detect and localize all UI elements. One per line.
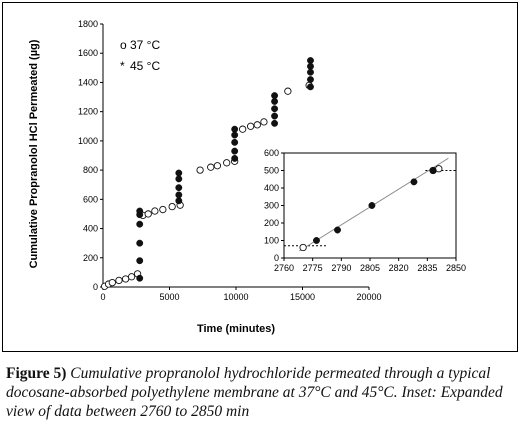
figure-caption: Figure 5) Cumulative propranolol hydroch… — [6, 364, 516, 421]
main-y-tick-label: 200 — [83, 253, 98, 263]
main-point-45c — [175, 197, 183, 205]
main-point-45c — [307, 57, 314, 64]
inset-point-37c — [435, 165, 443, 173]
main-y-tick-label: 0 — [93, 282, 98, 292]
figure-caption-text: Cumulative propranolol hydrochloride per… — [6, 365, 503, 420]
main-x-tick-label: 20000 — [356, 292, 381, 302]
main-y-tick-label: 1000 — [78, 136, 98, 146]
main-point-37c — [127, 273, 136, 281]
main-point-37c — [151, 207, 159, 215]
main-y-tick-label: 1800 — [78, 19, 98, 29]
main-y-tick-label: 1600 — [78, 48, 98, 58]
main-point-37c — [168, 202, 176, 211]
main-point-37c — [144, 210, 152, 218]
main-point-37c — [159, 205, 167, 214]
legend-marker-45: * — [120, 59, 125, 73]
main-point-45c — [231, 154, 239, 162]
inset-y-tick-label: 300 — [264, 201, 279, 211]
main-point-37c — [284, 87, 292, 95]
main-point-45c — [307, 62, 314, 70]
main-point-45c — [175, 169, 183, 177]
main-point-45c — [271, 92, 279, 100]
inset-x-tick-label: 2835 — [417, 263, 437, 273]
main-point-37c — [196, 166, 204, 174]
main-point-45c — [307, 68, 314, 76]
main-x-tick-label: 15000 — [290, 292, 315, 302]
inset-x-tick-label: 2790 — [331, 263, 351, 273]
inset-x-tick-label: 2820 — [389, 263, 409, 273]
main-chart: 0 5000 10000 15000 2000002004006008001000120… — [28, 19, 466, 335]
main-point-37c — [121, 275, 130, 283]
inset-point-45c — [368, 202, 376, 209]
main-y-tick-label: 1400 — [78, 77, 98, 87]
inset-point-37c — [299, 243, 307, 252]
main-y-tick-label: 1200 — [78, 107, 98, 117]
main-point-45c — [307, 83, 314, 91]
inset-y-tick-label: 500 — [264, 166, 279, 176]
main-point-45c — [271, 112, 279, 120]
main-point-45c — [136, 257, 144, 265]
main-point-37c — [223, 159, 231, 167]
main-point-45c — [231, 138, 239, 146]
main-point-45c — [175, 175, 183, 183]
main-y-tick-label: 400 — [83, 224, 98, 234]
main-point-37c — [213, 162, 222, 170]
x-axis-title: Time (minutes) — [197, 323, 275, 335]
inset-point-45c — [334, 226, 341, 234]
inset-y-tick-label: 0 — [274, 253, 279, 263]
main-point-45c — [136, 239, 144, 247]
main-x-tick-label: 5000 — [159, 292, 179, 302]
main-point-45c — [231, 147, 239, 155]
main-point-45c — [231, 125, 239, 133]
main-point-45c — [136, 274, 144, 282]
main-plot: 0 5000 10000 15000 2000002004006008001000120… — [78, 19, 382, 302]
legend: o 37 °C * 45 °C — [120, 38, 160, 73]
inset-y-tick-label: 400 — [264, 183, 279, 193]
inset-point-45c — [429, 167, 437, 174]
main-point-45c — [307, 76, 314, 83]
legend-label-37: 37 °C — [130, 38, 160, 52]
inset-y-tick-label: 600 — [264, 148, 279, 158]
main-x-tick-label: 10000 — [223, 292, 248, 302]
main-point-37c — [115, 276, 123, 285]
inset-x-tick-label: 2805 — [360, 263, 380, 273]
main-point-37c — [246, 122, 255, 130]
main-x-tick-label: 0 — [100, 292, 105, 302]
main-point-45c — [271, 119, 279, 127]
legend-marker-37: o — [120, 38, 127, 52]
main-point-45c — [175, 191, 183, 199]
main-point-45c — [271, 97, 279, 105]
figure-frame — [2, 2, 518, 352]
y-axis-title: Cumulative Propranolol HCl Permeated (µg… — [28, 39, 40, 268]
main-y-tick-label: 600 — [83, 194, 98, 204]
inset-point-45c — [313, 237, 320, 244]
main-y-tick-label: 800 — [83, 165, 98, 175]
inset-x-tick-label: 2775 — [303, 263, 323, 273]
figure-label: Figure 5) — [6, 365, 67, 382]
inset-plot: 2760 2775 2790 2805 2820 2835 2850 0 100 200 300 40… — [264, 148, 466, 273]
main-point-45c — [231, 131, 239, 139]
main-point-37c — [238, 125, 247, 133]
inset-point-45c — [410, 178, 418, 186]
inset-y-tick-label: 200 — [264, 218, 279, 228]
main-point-45c — [136, 207, 144, 215]
inset-x-tick-label: 2760 — [274, 263, 294, 273]
main-point-45c — [271, 105, 279, 113]
main-point-37c — [260, 118, 268, 126]
main-point-37c — [207, 163, 215, 171]
main-point-45c — [136, 220, 144, 228]
inset-y-tick-label: 100 — [264, 236, 279, 246]
main-point-37c — [108, 278, 116, 287]
main-point-45c — [175, 184, 183, 192]
inset-x-tick-label: 2850 — [446, 263, 466, 273]
legend-label-45: 45 °C — [130, 59, 160, 73]
main-point-37c — [253, 121, 261, 129]
